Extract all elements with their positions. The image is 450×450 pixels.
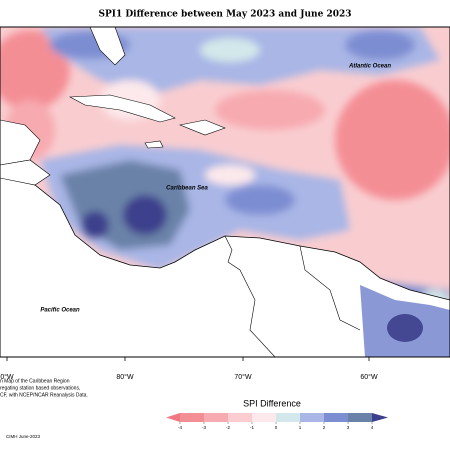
border <box>224 235 276 357</box>
border <box>299 245 361 331</box>
colorbar-tick-label: 2 <box>323 425 326 430</box>
longitude-labels: 0°W 80°W 70°W 60°W <box>0 357 378 381</box>
colorbar-segment <box>180 413 204 422</box>
ocean-label: Pacific Ocean <box>40 308 80 314</box>
land-and-pacific <box>0 174 450 357</box>
colorbar-tick-label: 4 <box>371 425 374 430</box>
colorbar-arrow <box>166 413 180 422</box>
footnote-line: n Map of the Caribbean Region <box>0 378 70 384</box>
colorbar-arrow <box>372 413 388 422</box>
map-title: SPI1 Difference between May 2023 and Jun… <box>98 10 351 20</box>
footnote-line: regating station based observations, <box>0 385 80 391</box>
credit: CIMH June-2023 <box>6 434 41 439</box>
map-frame <box>0 26 450 358</box>
colorbar-tick-label: -2 <box>226 425 230 430</box>
cuba <box>68 94 176 123</box>
lon-label: 0°W <box>0 373 14 381</box>
ocean-label: Atlantic Ocean <box>348 64 391 70</box>
colorbar-segment <box>252 413 276 422</box>
yucatan <box>0 119 41 166</box>
colorbar-segment <box>300 413 324 422</box>
colorbar: -4 -3 -2 -1 0 1 2 3 4 <box>166 413 388 430</box>
lon-label: 80°W <box>116 373 134 381</box>
guianas-core <box>387 314 423 342</box>
map-area: Atlantic Ocean Caribbean Sea Pacific Oce… <box>0 27 450 357</box>
colorbar-tick-label: 0 <box>275 425 278 430</box>
colorbar-tick-label: -4 <box>178 425 182 430</box>
colorbar-segment <box>228 413 252 422</box>
central-america-north <box>0 159 51 186</box>
lon-label: 70°W <box>234 373 252 381</box>
hispaniola <box>178 119 226 136</box>
colorbar-tick-label: -1 <box>250 425 254 430</box>
florida <box>89 27 126 66</box>
colorbar-tick-label: 3 <box>347 425 350 430</box>
colorbar-segment <box>204 413 228 422</box>
sea-label: Caribbean Sea <box>166 186 208 192</box>
jamaica <box>144 140 164 149</box>
colorbar-title: SPI Difference <box>243 398 301 408</box>
colorbar-tick-label: -3 <box>202 425 206 430</box>
colorbar-segment <box>276 413 300 422</box>
colorbar-segment <box>324 413 348 422</box>
colorbar-segment <box>348 413 372 422</box>
lon-label: 60°W <box>360 373 378 381</box>
colorbar-tick-label: 1 <box>299 425 302 430</box>
footnote-line: CF, with NCEP/NCAR Reanalysis Data. <box>0 392 88 398</box>
